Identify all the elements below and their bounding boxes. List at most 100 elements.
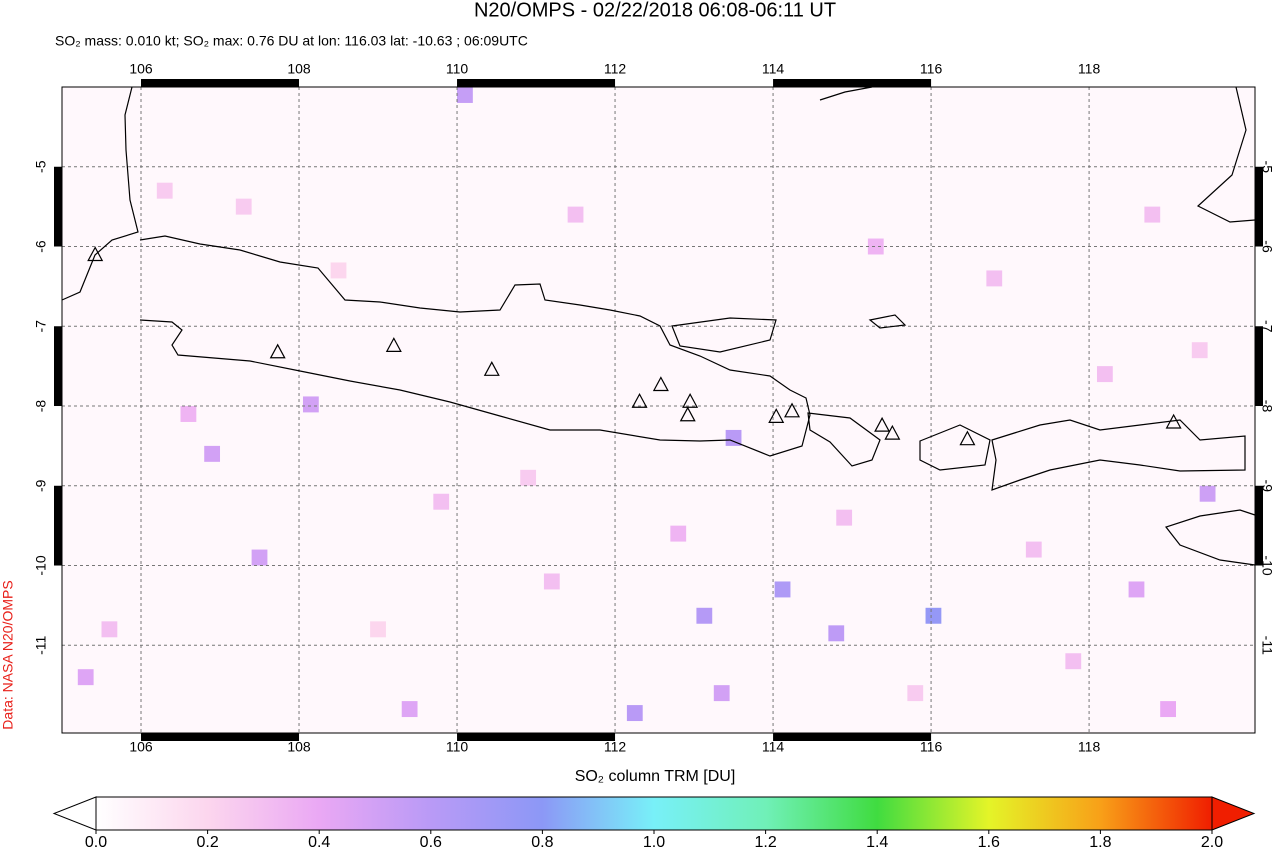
so2-pixel — [836, 509, 853, 526]
y-tick-label: -8 — [33, 400, 49, 413]
volcano-marker — [652, 376, 669, 392]
frame-bar — [457, 79, 616, 87]
so2-pixel — [725, 429, 742, 446]
volcano-marker — [1165, 413, 1182, 429]
x-tick-label: 108 — [287, 61, 311, 77]
y-tick-label: -10 — [33, 555, 49, 575]
so2-pixel — [1199, 485, 1216, 502]
volcano-marker — [631, 392, 648, 408]
coastline — [919, 424, 991, 471]
volcano-marker — [768, 408, 785, 423]
x-tick-label: 116 — [920, 61, 943, 77]
y-tick-label: -8 — [1259, 400, 1272, 413]
x-tick-label: 118 — [1078, 61, 1101, 77]
x-tick-label: 118 — [1078, 739, 1101, 755]
x-tick-label: 110 — [446, 739, 469, 755]
so2-pixel — [925, 607, 942, 624]
y-tick-label: -5 — [1259, 161, 1272, 174]
y-tick-label: -9 — [1259, 480, 1272, 493]
coastline — [671, 317, 777, 353]
coastline — [61, 86, 139, 301]
so2-pixel — [1025, 541, 1042, 558]
y-tick-label: -7 — [1259, 320, 1272, 333]
axes: 106 106 108 108 110 110 112 112 114 114 116 116 118 1… — [33, 61, 1272, 852]
so2-pixel — [1128, 581, 1145, 598]
so2-pixel — [543, 573, 560, 590]
colorbar-tick-label: 0.6 — [420, 834, 442, 851]
so2-pixel — [567, 206, 584, 223]
volcano-marker — [483, 361, 500, 376]
frame-bar — [1255, 166, 1263, 247]
map-frame — [61, 86, 1256, 734]
so2-pixel — [302, 396, 319, 413]
so2-pixel — [867, 238, 884, 255]
coastlines — [61, 86, 1256, 566]
x-tick-label: 108 — [287, 739, 311, 755]
so2-pixel — [986, 270, 1003, 287]
frame-bar — [54, 166, 62, 247]
colorbar-tick-label: 0.0 — [85, 834, 107, 851]
y-tick-label: -9 — [33, 479, 49, 492]
x-tick-label: 114 — [762, 739, 785, 755]
volcano-marker — [269, 343, 286, 359]
frame-bar — [141, 79, 300, 87]
x-tick-label: 112 — [604, 61, 627, 77]
volcano-marker — [784, 402, 801, 418]
so2-pixel — [907, 685, 924, 702]
volcano-marker — [959, 430, 976, 446]
colorbar-tick-label: 1.2 — [754, 834, 776, 851]
volcano-marker — [884, 424, 901, 440]
so2-pixel — [180, 406, 197, 422]
coastline — [139, 235, 811, 457]
so2-pixel — [401, 701, 418, 718]
coastline — [819, 86, 873, 101]
volcano-marker — [385, 337, 402, 352]
so2-pixel — [77, 669, 94, 686]
colorbar-label: SO₂ column TRM [DU] — [575, 768, 736, 785]
so2-pixel — [1065, 653, 1082, 670]
frame-bar — [54, 326, 62, 407]
so2-pixel — [520, 469, 537, 486]
x-tick-label: 110 — [446, 61, 469, 77]
coastline — [991, 419, 1246, 491]
so2-pixel — [713, 685, 730, 702]
frame-bar — [54, 485, 62, 566]
so2-pixel — [330, 262, 347, 279]
frame-bar — [457, 733, 616, 741]
colorbar-tick-label: 1.4 — [866, 834, 888, 851]
x-tick-label: 112 — [604, 739, 627, 755]
so2-pixel — [1160, 701, 1176, 718]
so2-pixel — [670, 525, 687, 542]
x-tick-label: 106 — [129, 61, 153, 77]
so2-pixel — [101, 621, 118, 638]
so2-pixel — [696, 607, 713, 624]
chart-subtitle: SO₂ mass: 0.010 kt; SO₂ max: 0.76 DU at … — [55, 33, 528, 49]
colorbar-over — [1211, 796, 1256, 831]
colorbar-tick-label: 1.8 — [1089, 834, 1111, 851]
so2-pixel — [774, 581, 791, 598]
so2-pixel — [251, 549, 268, 566]
volcano-marker — [679, 406, 696, 422]
colorbar-tick-label: 1.6 — [978, 834, 1000, 851]
side-label: Data: NASA N20/OMPS — [0, 580, 16, 729]
y-tick-label: -11 — [33, 635, 49, 654]
frame-bar — [141, 733, 300, 741]
y-tick-label: -11 — [1259, 636, 1272, 655]
colorbar-under — [52, 796, 97, 831]
y-tick-label: -6 — [1259, 240, 1272, 253]
y-tick-label: -10 — [1259, 555, 1272, 575]
so2-pixel — [1191, 342, 1208, 359]
so2-pixel — [1144, 206, 1161, 223]
volcano-marker — [874, 416, 891, 432]
so2-pixel — [156, 182, 173, 199]
y-tick-label: -7 — [33, 320, 49, 333]
frame-bar — [1255, 485, 1263, 566]
so2-pixel — [370, 621, 386, 638]
so2-pixel — [1096, 366, 1113, 383]
so2-pixel — [235, 198, 252, 215]
colorbar-tick-label: 0.4 — [308, 834, 330, 851]
x-tick-label: 114 — [762, 61, 785, 77]
x-tick-label: 106 — [129, 739, 153, 755]
so2-pixel — [828, 625, 845, 642]
